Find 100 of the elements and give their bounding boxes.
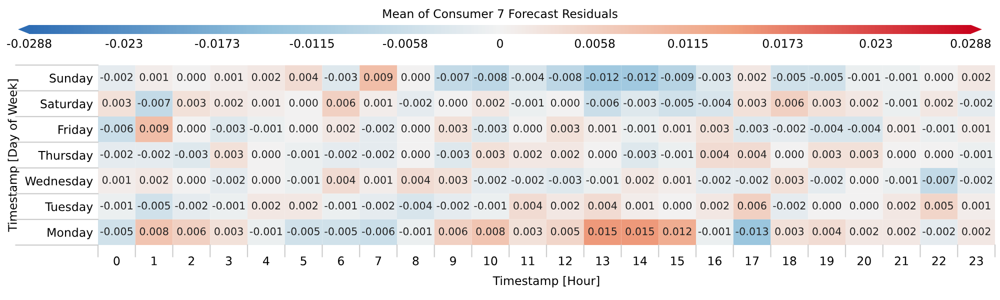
data-label: 0.000 [401, 73, 430, 81]
data-label: 0.004 [738, 150, 766, 158]
data-label: 0.003 [812, 150, 841, 158]
data-label: -0.003 [324, 73, 357, 81]
data-label: -0.012 [586, 73, 618, 81]
data-label: 0.002 [326, 124, 355, 132]
data-label: -0.002 [399, 98, 432, 107]
data-label: 0.000 [924, 150, 954, 158]
data-label: 0.003 [775, 176, 804, 184]
data-label: 0.001 [214, 73, 243, 81]
data-label: 0.004 [514, 202, 542, 210]
x-tick-label: 16 [708, 256, 722, 266]
data-label: 0.001 [887, 124, 916, 132]
data-label: 0.003 [214, 227, 243, 236]
x-tick-label: 11 [522, 256, 534, 266]
x-tick-label: 4 [263, 256, 270, 266]
data-label: 0.001 [140, 73, 168, 81]
data-label: -0.001 [100, 202, 133, 210]
y-tick-label: Friday [58, 124, 93, 136]
x-tick-label: 9 [450, 256, 456, 266]
data-label: -0.004 [810, 124, 844, 132]
data-label: 0.003 [438, 176, 468, 184]
x-tick-label: 12 [558, 256, 572, 266]
data-label: -0.001 [250, 124, 282, 132]
data-label: -0.008 [474, 73, 507, 81]
data-label: -0.002 [362, 124, 394, 132]
color-bar-label: -0.0288 [7, 38, 52, 48]
x-tick-label: 6 [338, 256, 344, 266]
data-label: 0.001 [252, 98, 280, 107]
data-label: -0.003 [698, 73, 731, 81]
data-label: 0.008 [476, 227, 505, 236]
data-label: 0.006 [738, 202, 766, 210]
data-label: 0.003 [102, 98, 131, 107]
data-label: -0.002 [100, 73, 132, 81]
data-label: 0.002 [476, 98, 504, 107]
data-label: 0.003 [700, 124, 729, 132]
x-tick-label: 10 [484, 256, 498, 266]
data-label: 0.000 [775, 150, 804, 158]
data-label: 0.006 [775, 98, 804, 107]
x-tick-label: 20 [858, 256, 871, 266]
x-tick-label: 3 [226, 256, 232, 266]
data-label: -0.013 [736, 227, 768, 236]
data-label: 0.004 [700, 150, 730, 158]
data-label: -0.003 [175, 150, 208, 158]
data-label: -0.001 [324, 202, 357, 210]
data-label: 0.006 [438, 227, 468, 236]
data-label: 0.002 [924, 98, 953, 107]
data-label: 0.001 [962, 202, 990, 210]
color-bar-label: 0.0058 [574, 38, 615, 48]
x-tick-label: 7 [376, 256, 382, 266]
data-label: 0.003 [550, 124, 580, 132]
data-label: -0.001 [250, 227, 282, 236]
data-label: -0.002 [212, 176, 245, 184]
x-tick-label: 5 [300, 256, 306, 266]
data-label: -0.002 [698, 176, 730, 184]
data-label: -0.002 [922, 227, 955, 236]
data-label: 0.000 [252, 176, 280, 184]
data-label: 0.002 [850, 98, 878, 107]
color-bar-label: 0.023 [860, 38, 892, 48]
data-label: 0.003 [476, 150, 505, 158]
data-label: -0.001 [399, 227, 432, 236]
x-tick-label: 1 [152, 256, 157, 266]
data-label: 0.000 [550, 98, 580, 107]
y-tick-label: Thursday [38, 150, 93, 162]
data-label: -0.005 [810, 73, 843, 81]
data-label: -0.005 [138, 202, 170, 210]
data-label: 0.003 [438, 124, 468, 132]
data-label: 0.001 [364, 176, 392, 184]
data-label: -0.002 [736, 176, 768, 184]
data-label: -0.001 [922, 124, 955, 132]
data-label: -0.003 [624, 150, 656, 158]
data-label: 0.000 [177, 124, 206, 132]
data-label: 0.000 [401, 150, 430, 158]
data-label: 0.002 [700, 202, 729, 210]
data-label: -0.008 [548, 73, 582, 81]
data-label: 0.012 [663, 227, 692, 236]
data-label: 0.003 [738, 98, 766, 107]
data-label: -0.009 [661, 73, 694, 81]
data-label: 0.002 [140, 176, 168, 184]
data-label: -0.007 [922, 176, 955, 184]
data-label: 0.005 [924, 202, 953, 210]
data-label: -0.005 [661, 98, 694, 107]
data-label: 0.000 [177, 73, 206, 81]
data-label: 0.000 [438, 98, 468, 107]
data-label: 0.001 [663, 124, 692, 132]
data-label: 0.006 [177, 227, 206, 236]
data-label: -0.003 [474, 124, 506, 132]
data-label: -0.005 [100, 227, 133, 236]
data-label: -0.001 [624, 124, 656, 132]
data-label: -0.001 [586, 176, 618, 184]
x-tick-label: 21 [894, 256, 908, 266]
data-label: -0.003 [548, 176, 582, 184]
data-label: 0.001 [364, 98, 392, 107]
data-label: 0.004 [812, 227, 842, 236]
color-bar-label: -0.0058 [383, 38, 428, 48]
data-label: 0.003 [812, 98, 841, 107]
data-label: 0.000 [850, 176, 878, 184]
x-tick-label: 19 [820, 256, 834, 266]
data-label: 0.000 [177, 176, 206, 184]
data-label: -0.001 [885, 98, 918, 107]
